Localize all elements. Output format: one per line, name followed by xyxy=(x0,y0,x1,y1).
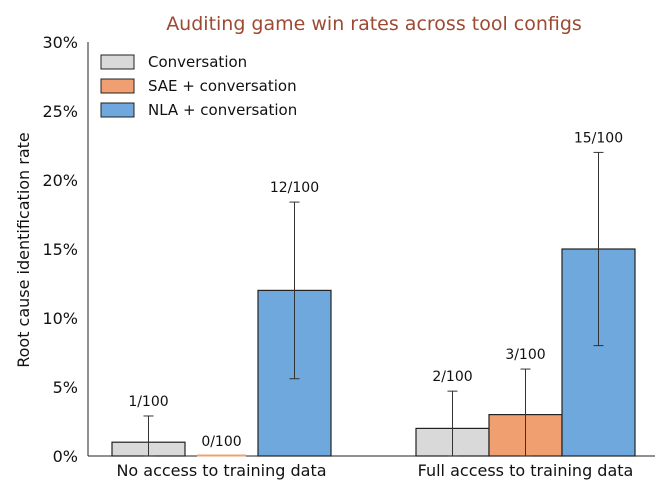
y-tick-label: 10% xyxy=(42,309,78,328)
data-label: 0/100 xyxy=(201,434,241,450)
legend-swatch xyxy=(100,78,135,94)
legend-swatch xyxy=(100,102,135,118)
legend-label: SAE + conversation xyxy=(148,77,297,95)
data-label: 2/100 xyxy=(432,369,472,385)
data-labels: 1/100 2/100 0/100 3/100 12/100 15/100 xyxy=(128,130,623,450)
y-tick-label: 0% xyxy=(53,447,78,466)
legend: Conversation SAE + conversation NLA + conv… xyxy=(100,53,297,119)
legend-label: Conversation xyxy=(148,53,247,71)
chart-title: Auditing game win rates across tool conf… xyxy=(166,13,582,35)
x-tick-label: Full access to training data xyxy=(418,461,634,480)
bars xyxy=(111,248,636,457)
x-tick-label: No access to training data xyxy=(116,461,326,480)
error-bars xyxy=(143,151,604,457)
data-label: 1/100 xyxy=(128,394,168,410)
legend-label: NLA + conversation xyxy=(148,101,297,119)
y-tick-label: 15% xyxy=(42,240,78,259)
y-axis-label: Root cause identification rate xyxy=(14,132,33,368)
y-tick-label: 20% xyxy=(42,171,78,190)
data-label: 12/100 xyxy=(270,180,319,196)
legend-swatch xyxy=(100,54,135,70)
y-tick-label: 30% xyxy=(42,33,78,52)
data-label: 15/100 xyxy=(574,130,623,146)
data-label: 3/100 xyxy=(505,347,545,363)
y-tick-label: 5% xyxy=(53,378,78,397)
plot-area: 0% 5% 10% 15% 20% 25% 30% No access to training… xyxy=(42,33,655,480)
y-tick-label: 25% xyxy=(42,102,78,121)
